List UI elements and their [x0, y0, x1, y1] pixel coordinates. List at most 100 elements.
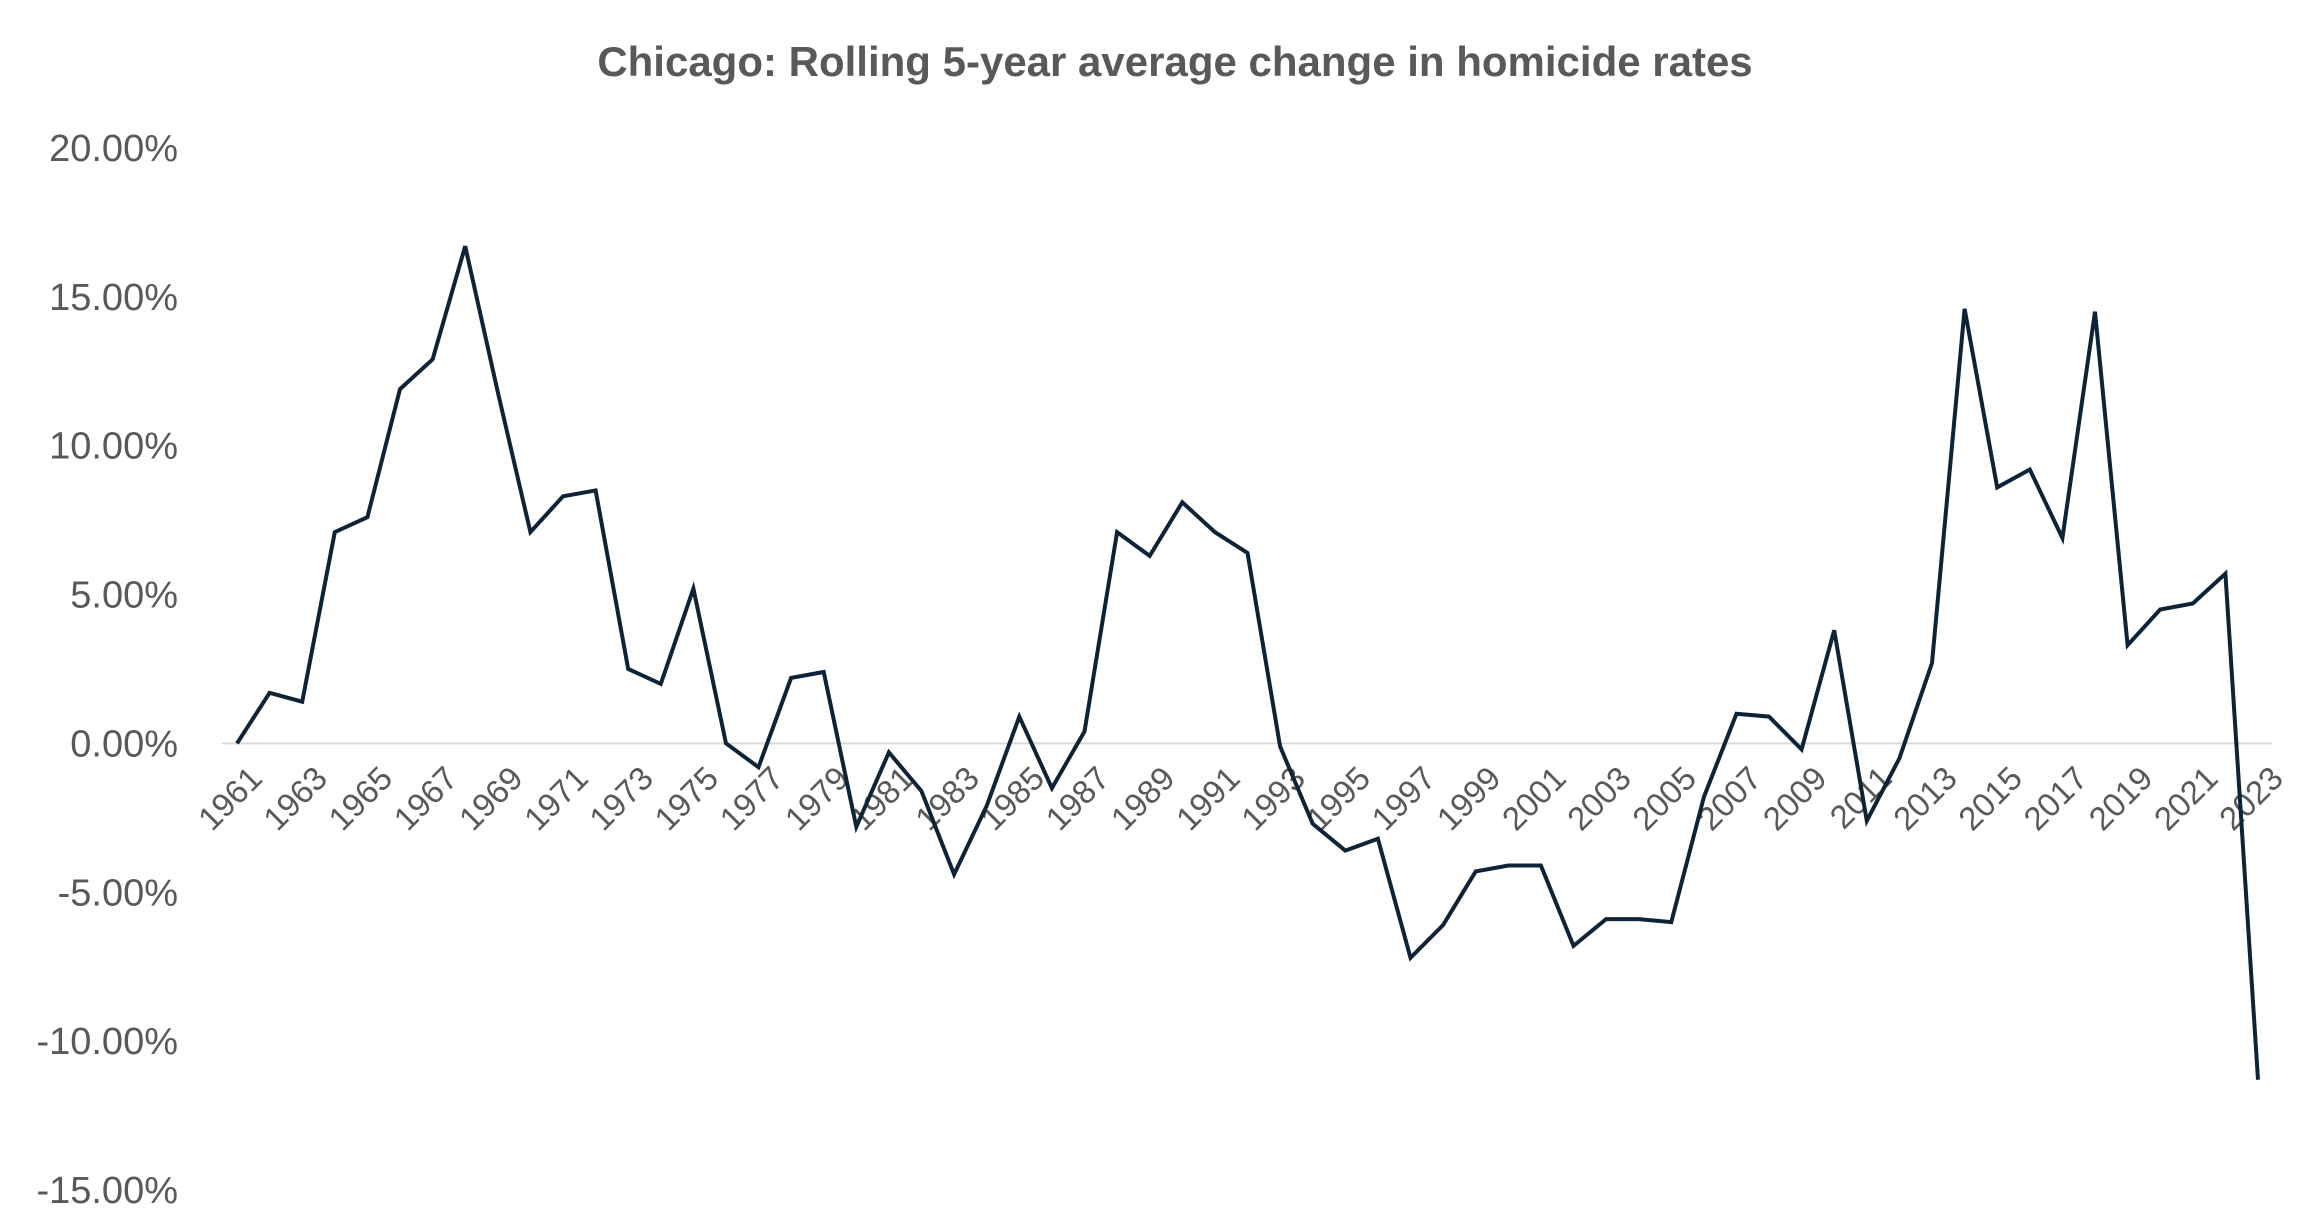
x-tick-label: 1961: [191, 759, 269, 837]
data-point: [724, 741, 728, 745]
data-point: [1897, 756, 1901, 760]
data-point: [268, 691, 272, 695]
y-tick-label: 20.00%: [49, 128, 178, 170]
y-tick-label: -10.00%: [36, 1021, 178, 1063]
data-point: [757, 765, 761, 769]
data-point: [1637, 917, 1641, 921]
data-point: [2126, 643, 2130, 647]
x-tick-label: 2015: [1951, 759, 2029, 837]
data-point: [1408, 956, 1412, 960]
x-tick-label: 2021: [2147, 759, 2225, 837]
data-point: [887, 750, 891, 754]
data-point: [496, 390, 500, 394]
series-group: [235, 244, 2260, 1082]
data-point: [920, 789, 924, 793]
data-point: [1767, 715, 1771, 719]
data-point: [952, 872, 956, 876]
data-point: [1213, 530, 1217, 534]
data-point: [1017, 715, 1021, 719]
y-tick-label: 10.00%: [49, 426, 178, 468]
x-axis-ticks: 1961196319651967196919711973197519771979…: [191, 759, 2290, 837]
data-point: [2158, 607, 2162, 611]
data-point: [691, 587, 695, 591]
series-line: [235, 245, 2260, 1080]
x-tick-label: 1977: [712, 759, 790, 837]
data-point: [1506, 863, 1510, 867]
data-point: [1278, 744, 1282, 748]
data-point: [1669, 920, 1673, 924]
data-point: [1376, 837, 1380, 841]
x-tick-label: 1967: [386, 759, 464, 837]
data-point: [659, 682, 663, 686]
y-axis-ticks: 20.00% 15.00% 10.00% 5.00% 0.00% -5.00% -10.00…: [36, 128, 178, 1212]
data-point: [333, 530, 337, 534]
data-point: [2060, 536, 2064, 540]
data-point: [1865, 819, 1869, 823]
data-point: [235, 741, 239, 745]
data-point: [1083, 730, 1087, 734]
x-tick-label: 2011: [1822, 759, 1898, 835]
data-point: [1474, 869, 1478, 873]
chart-title: Chicago: Rolling 5-year average change i…: [597, 38, 1752, 85]
data-point: [985, 804, 989, 808]
y-tick-label: -5.00%: [58, 872, 178, 914]
y-tick-label: 0.00%: [70, 723, 178, 765]
data-point: [789, 676, 793, 680]
x-tick-label: 1995: [1299, 759, 1377, 837]
data-point: [463, 244, 467, 248]
x-tick-label: 1991: [1169, 759, 1247, 837]
data-point: [1148, 554, 1152, 558]
x-tick-label: 1971: [517, 759, 595, 837]
y-tick-label: 15.00%: [49, 277, 178, 319]
data-point: [1180, 500, 1184, 504]
data-point: [1539, 863, 1543, 867]
data-point: [2223, 572, 2227, 576]
x-tick-label: 1999: [1430, 759, 1508, 837]
data-point: [365, 515, 369, 519]
x-tick-label: 1997: [1364, 759, 1442, 837]
x-tick-label: 2019: [2081, 759, 2159, 837]
data-point: [1995, 485, 1999, 489]
x-tick-label: 1963: [256, 759, 334, 837]
data-point: [528, 530, 532, 534]
data-point: [1050, 786, 1054, 790]
data-point: [2028, 468, 2032, 472]
x-tick-label: 2023: [2212, 759, 2290, 837]
x-tick-label: 1987: [1038, 759, 1116, 837]
data-point: [1702, 795, 1706, 799]
data-point: [2191, 602, 2195, 606]
data-point: [561, 494, 565, 498]
data-point: [1604, 917, 1608, 921]
data-point: [626, 667, 630, 671]
data-point: [1963, 307, 1967, 311]
x-tick-label: 1965: [321, 759, 399, 837]
data-point: [2093, 310, 2097, 314]
data-point: [854, 825, 858, 829]
data-point: [1930, 661, 1934, 665]
data-point: [2256, 1078, 2260, 1082]
data-point: [1441, 923, 1445, 927]
data-point: [431, 357, 435, 361]
x-tick-label: 2005: [1625, 759, 1703, 837]
data-point: [398, 387, 402, 391]
data-point: [1800, 747, 1804, 751]
x-tick-label: 1985: [973, 759, 1051, 837]
x-tick-label: 2017: [2016, 759, 2094, 837]
data-point: [1734, 712, 1738, 716]
y-tick-label: -15.00%: [36, 1170, 178, 1212]
x-tick-label: 2001: [1495, 759, 1573, 837]
x-tick-label: 1989: [1104, 759, 1182, 837]
data-point: [1832, 628, 1836, 632]
data-point: [1311, 822, 1315, 826]
data-point: [1571, 944, 1575, 948]
data-point: [1246, 551, 1250, 555]
x-tick-label: 1969: [452, 759, 530, 837]
x-tick-label: 2003: [1560, 759, 1638, 837]
data-point: [300, 700, 304, 704]
x-tick-label: 2013: [1886, 759, 1964, 837]
data-point: [822, 670, 826, 674]
data-point: [594, 488, 598, 492]
data-point: [1115, 530, 1119, 534]
x-tick-label: 1973: [582, 759, 660, 837]
